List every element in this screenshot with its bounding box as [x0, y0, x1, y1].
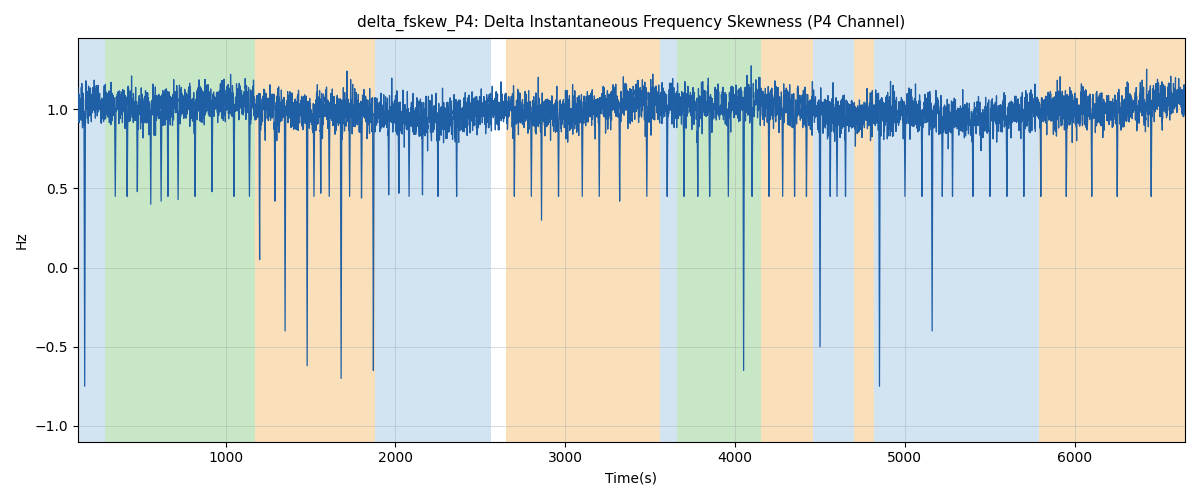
Bar: [875, 38, 1039, 442]
Title: delta_fskew_P4: Delta Instantaneous Frequency Skewness (P4 Channel): delta_fskew_P4: Delta Instantaneous Freq…: [358, 15, 906, 31]
Bar: [78, 38, 106, 442]
Bar: [814, 38, 854, 442]
Bar: [376, 38, 491, 442]
Bar: [761, 38, 814, 442]
Bar: [660, 38, 677, 442]
X-axis label: Time(s): Time(s): [606, 471, 658, 485]
Bar: [106, 38, 256, 442]
Bar: [854, 38, 875, 442]
Bar: [677, 38, 761, 442]
Y-axis label: Hz: Hz: [14, 231, 29, 249]
Bar: [256, 38, 376, 442]
Bar: [505, 38, 660, 442]
Bar: [1039, 38, 1186, 442]
